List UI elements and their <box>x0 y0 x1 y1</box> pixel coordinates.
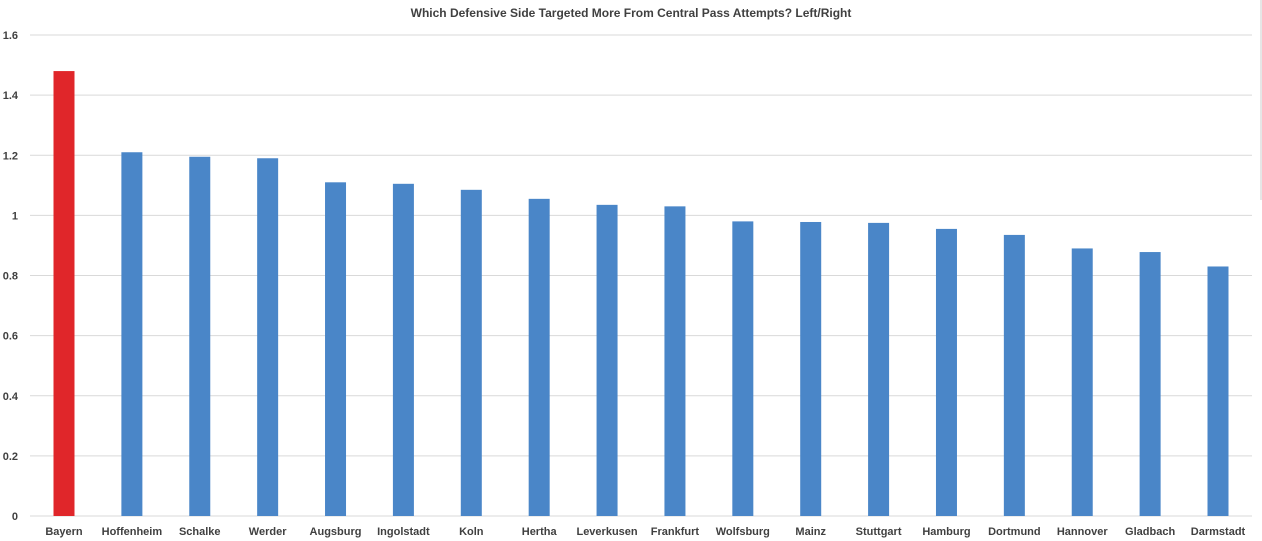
y-axis-ticks: 0 0.2 0.4 0.6 0.8 1 1.2 1.4 1.6 <box>3 30 19 523</box>
y-tick-label: 1 <box>12 210 18 222</box>
x-tick-label: Hertha <box>522 526 558 538</box>
x-tick-label: Mainz <box>795 526 826 538</box>
y-tick-label: 0.2 <box>3 451 18 463</box>
bar-gladbach <box>1139 252 1161 516</box>
bar-hamburg <box>935 228 957 516</box>
bar-leverkusen <box>596 204 618 516</box>
x-tick-label: Wolfsburg <box>716 526 770 538</box>
x-tick-label: Darmstadt <box>1191 526 1246 538</box>
x-tick-label: Ingolstadt <box>377 526 430 538</box>
x-tick-label: Hamburg <box>922 526 970 538</box>
x-tick-label: Frankfurt <box>651 526 700 538</box>
panel-edge <box>1260 0 1262 200</box>
y-tick-label: 0.6 <box>3 331 18 343</box>
bar-hertha <box>528 198 550 516</box>
bar-werder <box>257 158 279 516</box>
y-tick-label: 1.2 <box>3 150 18 162</box>
x-tick-label: Leverkusen <box>576 526 637 538</box>
x-tick-label: Werder <box>249 526 287 538</box>
x-tick-label: Schalke <box>179 526 221 538</box>
gridlines <box>30 34 1252 517</box>
y-tick-label: 0.8 <box>3 271 18 283</box>
x-tick-label: Gladbach <box>1125 526 1175 538</box>
bar-frankfurt <box>664 206 686 516</box>
bar-dortmund <box>1003 234 1025 516</box>
bar-hoffenheim <box>121 152 143 516</box>
x-tick-label: Hannover <box>1057 526 1108 538</box>
bar-hannover <box>1071 248 1093 516</box>
bars <box>53 71 1229 517</box>
y-tick-label: 1.6 <box>3 30 18 42</box>
chart-title: Which Defensive Side Targeted More From … <box>410 6 852 20</box>
x-axis-labels: Bayern Hoffenheim Schalke Werder Augsburg Ing… <box>45 526 1245 538</box>
bar-bayern <box>53 71 75 516</box>
x-tick-label: Augsburg <box>310 526 362 538</box>
bar-ingolstadt <box>392 183 414 516</box>
bar-darmstadt <box>1207 266 1229 516</box>
x-tick-label: Bayern <box>45 526 83 538</box>
y-tick-label: 0.4 <box>3 391 19 403</box>
x-tick-label: Hoffenheim <box>102 526 163 538</box>
bar-wolfsburg <box>732 221 754 516</box>
bar-schalke <box>189 156 211 517</box>
bar-augsburg <box>325 182 347 516</box>
x-tick-label: Stuttgart <box>856 526 902 538</box>
bar-koln <box>460 189 482 516</box>
y-tick-label: 1.4 <box>3 90 19 102</box>
bar-stuttgart <box>868 222 890 516</box>
x-tick-label: Dortmund <box>988 526 1041 538</box>
x-tick-label: Koln <box>459 526 484 538</box>
y-tick-label: 0 <box>12 511 18 523</box>
bar-mainz <box>800 221 822 516</box>
